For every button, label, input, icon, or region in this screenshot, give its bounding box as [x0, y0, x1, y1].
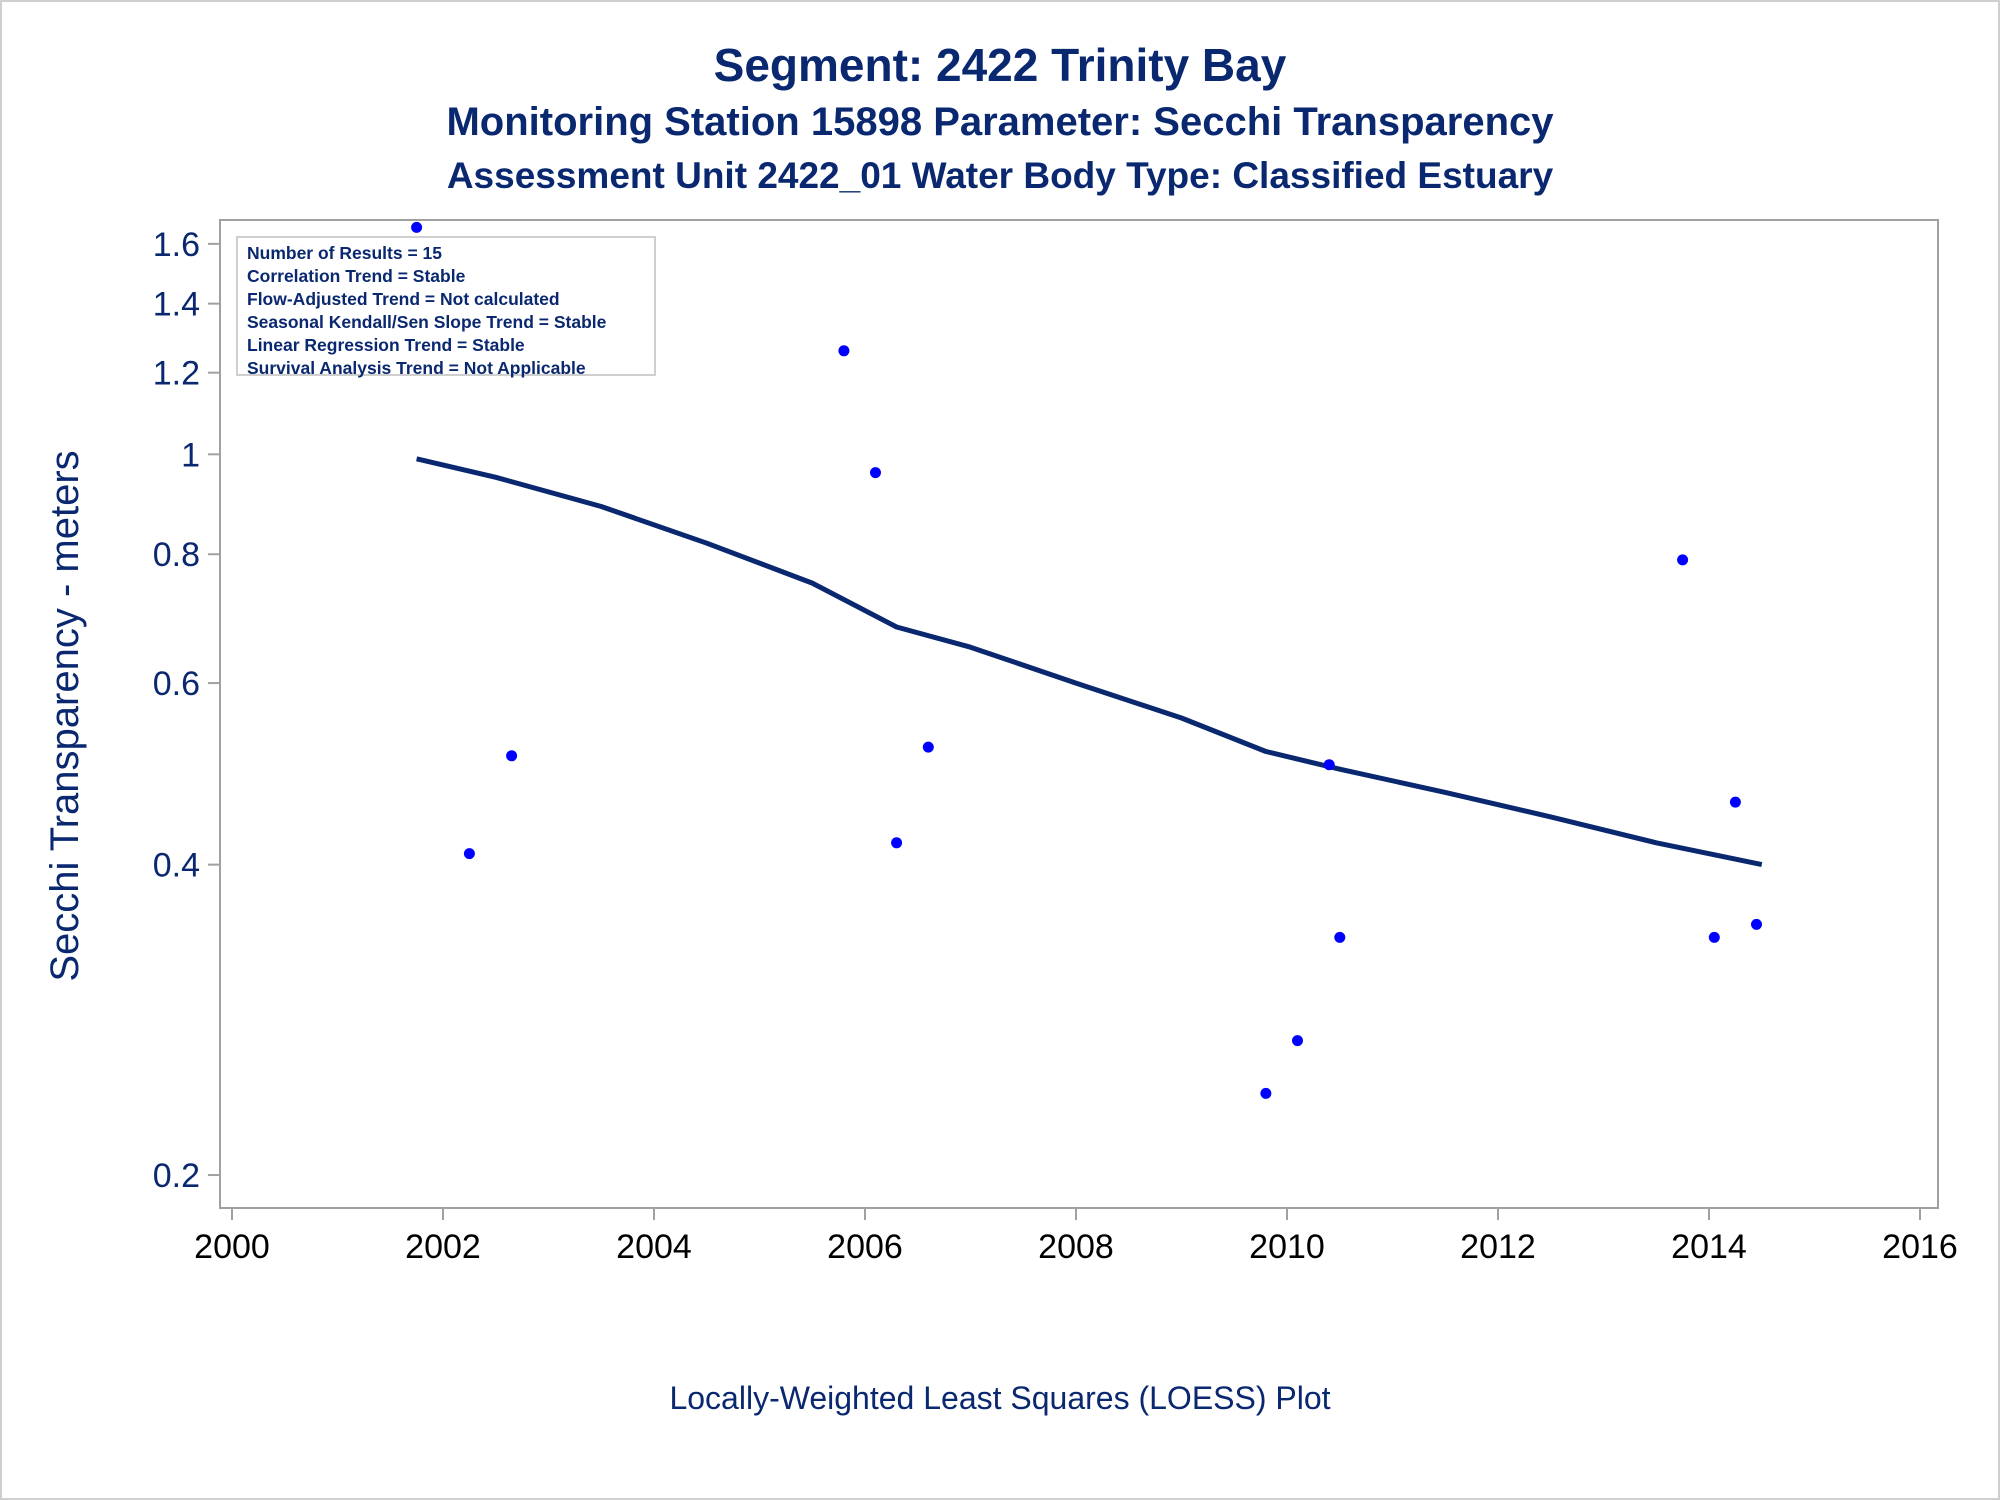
- x-tick-label: 2006: [827, 1228, 903, 1266]
- x-tick-label: 2004: [616, 1228, 692, 1266]
- x-tick-label: 2008: [1038, 1228, 1114, 1266]
- data-point: [1260, 1087, 1272, 1099]
- data-point: [1677, 554, 1689, 566]
- x-tick-label: 2012: [1460, 1228, 1536, 1266]
- stats-line: Correlation Trend = Stable: [247, 266, 466, 286]
- chart-title: Segment: 2422 Trinity Bay: [713, 39, 1287, 91]
- series-layer: [411, 221, 1763, 1099]
- y-axis: 0.2 0.4 0.6 0.8 1 1.2 1.4 1.6: [153, 226, 220, 1195]
- stats-line: Number of Results = 15: [247, 243, 442, 263]
- trend-stats-box: Number of Results = 15 Correlation Trend…: [236, 236, 656, 378]
- y-tick-label: 0.8: [153, 536, 200, 574]
- data-point: [1751, 918, 1762, 930]
- y-tick-label: 1.4: [153, 286, 200, 324]
- x-tick-label: 2010: [1249, 1228, 1325, 1266]
- data-point: [870, 467, 881, 479]
- y-tick-label: 0.2: [153, 1157, 200, 1195]
- data-point: [411, 221, 423, 233]
- x-tick-label: 2016: [1882, 1228, 1958, 1266]
- x-tick-label: 2014: [1671, 1228, 1747, 1266]
- data-point: [1323, 759, 1335, 771]
- y-axis-label: Secchi Transparency - meters: [43, 450, 87, 981]
- data-point: [1292, 1035, 1303, 1047]
- data-point: [838, 345, 850, 357]
- data-point: [1729, 796, 1741, 808]
- stats-line: Survival Analysis Trend = Not Applicable: [247, 358, 586, 378]
- data-point: [463, 848, 475, 860]
- plot-area: [219, 219, 1939, 1209]
- data-point: [922, 741, 934, 753]
- data-point: [506, 750, 518, 762]
- y-tick-label: 0.6: [153, 665, 200, 703]
- stats-line: Flow-Adjusted Trend = Not calculated: [247, 289, 560, 309]
- chart-footnote: Locally-Weighted Least Squares (LOESS) P…: [669, 1380, 1331, 1416]
- chart-subtitle: Monitoring Station 15898 Parameter: Secc…: [446, 100, 1554, 144]
- x-tick-label: 2000: [194, 1228, 270, 1266]
- y-tick-label: 0.4: [153, 847, 200, 885]
- data-point: [1334, 931, 1346, 943]
- data-point: [1708, 931, 1720, 943]
- y-tick-label: 1: [181, 436, 200, 474]
- loess-line: [416, 456, 1763, 868]
- y-tick-label: 1.2: [153, 355, 200, 393]
- stats-line: Linear Regression Trend = Stable: [247, 335, 525, 355]
- data-point: [891, 837, 903, 849]
- x-tick-label: 2002: [405, 1228, 481, 1266]
- stats-line: Seasonal Kendall/Sen Slope Trend = Stabl…: [247, 312, 607, 332]
- x-axis: 2000 2002 2004 2006 2008 2010 2012 2014 2016: [194, 1208, 1958, 1266]
- chart-subtitle-2: Assessment Unit 2422_01 Water Body Type:…: [446, 155, 1554, 196]
- y-tick-label: 1.6: [153, 226, 200, 264]
